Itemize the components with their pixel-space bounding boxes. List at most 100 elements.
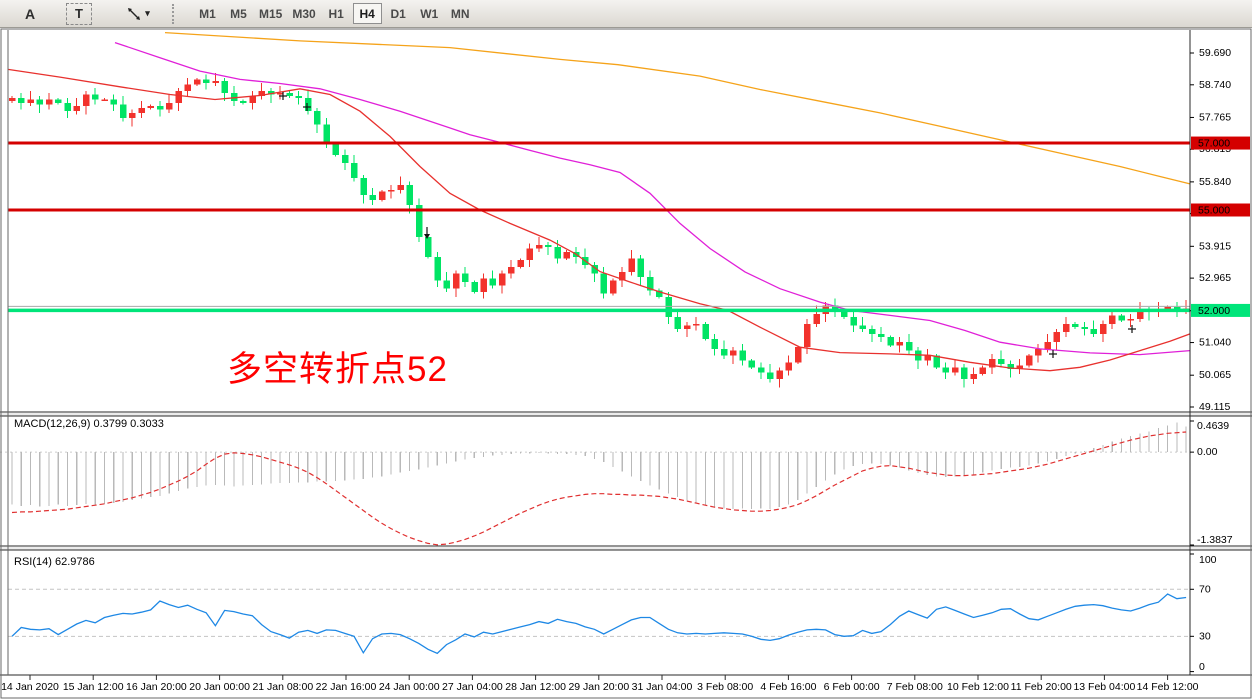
time-axis-label: 29 Jan 20:00: [568, 681, 629, 693]
chart-annotation-text[interactable]: 多空转折点52: [227, 350, 448, 389]
candle: [1090, 328, 1098, 334]
candle: [480, 278, 487, 293]
time-axis-label: 24 Jan 00:00: [379, 681, 440, 693]
annotation-tool-button[interactable]: A: [16, 3, 44, 25]
candle: [1044, 342, 1051, 349]
rsi-line: [11, 593, 1187, 655]
panel-borders: [0, 28, 1252, 699]
cursor-tool-button[interactable]: ▾: [116, 2, 160, 26]
candle: [221, 81, 229, 93]
candle: [193, 79, 201, 85]
candle: [711, 338, 719, 349]
candle: [443, 280, 451, 289]
candle: [138, 107, 145, 113]
macd-axis[interactable]: 0.4639 0.00 -1.3837: [1190, 420, 1233, 546]
chevron-down-icon: ▾: [145, 8, 150, 18]
price-tag-55.000: 55.000: [1191, 203, 1250, 217]
candle: [267, 91, 275, 95]
candle: [1072, 323, 1079, 328]
candle: [489, 278, 497, 286]
rsi-label: RSI(14) 62.9786: [14, 556, 95, 568]
price-axis-label: 57.765: [1199, 111, 1231, 123]
panel-splitter[interactable]: [0, 413, 1252, 416]
timeframe-button-w1[interactable]: W1: [415, 3, 444, 24]
macd-axis-label: 0.4639: [1197, 420, 1229, 432]
candle: [230, 92, 238, 102]
candle: [1118, 315, 1125, 321]
price-axis-label: 58.740: [1199, 79, 1231, 91]
timeframe-button-mn[interactable]: MN: [446, 3, 475, 24]
candle: [794, 347, 802, 363]
candlestick-series: [9, 72, 1190, 388]
macd-label: MACD(12,26,9) 0.3799 0.3033: [14, 418, 164, 430]
candle: [988, 358, 996, 368]
chart-title: ▼ USOil-,H4 52.080 52.090 52.050 52.060: [10, 31, 237, 45]
candle: [1127, 318, 1135, 321]
chart-window[interactable]: ▼ USOil-,H4 52.080 52.090 52.050 52.060 5…: [0, 28, 1252, 699]
candle: [656, 290, 663, 298]
timeframe-button-m15[interactable]: M15: [255, 3, 286, 24]
candle: [526, 248, 534, 261]
candle: [1099, 323, 1107, 334]
timeframe-button-h1[interactable]: H1: [322, 3, 351, 24]
time-axis-label: 21 Jan 08:00: [252, 681, 313, 693]
chart-canvas: 59.690 58.740 57.765 56.815 55.840 54.890 53.9…: [0, 28, 1252, 699]
candle: [27, 99, 34, 103]
timeframe-button-m5[interactable]: M5: [224, 3, 253, 24]
candle: [9, 97, 16, 102]
time-axis[interactable]: 14 Jan 2020 15 Jan 12:00 16 Jan 20:00 20 Ja…: [1, 675, 1199, 693]
candle: [73, 106, 81, 112]
rsi-axis[interactable]: 100 70 30 0: [1190, 553, 1217, 673]
timeframe-button-h4[interactable]: H4: [352, 3, 382, 24]
ma-fast-line: [7, 68, 1191, 372]
panel-splitter[interactable]: [0, 547, 1252, 550]
timeframe-button-d1[interactable]: D1: [384, 3, 413, 24]
candle: [1155, 308, 1162, 313]
candle: [175, 91, 182, 103]
candle: [748, 360, 756, 368]
candle: [397, 184, 404, 190]
candle: [378, 191, 386, 200]
candle: [628, 258, 635, 272]
time-axis-label: 4 Feb 16:00: [760, 681, 816, 693]
candle: [1109, 315, 1116, 324]
candle: [619, 271, 626, 281]
candle: [101, 99, 108, 101]
candle: [831, 305, 839, 313]
candle: [1081, 327, 1088, 329]
price-tag-57.000: 57.000: [1191, 136, 1250, 150]
candle: [767, 372, 774, 380]
candle: [462, 273, 469, 282]
candle: [924, 355, 931, 361]
candle: [388, 189, 395, 192]
candle: [1007, 363, 1014, 370]
candle: [212, 81, 219, 83]
timeframe-button-m1[interactable]: M1: [193, 3, 222, 24]
collapse-icon[interactable]: ▼: [10, 33, 19, 43]
window-frame: [0, 28, 1252, 699]
candle: [45, 99, 53, 105]
price-axis[interactable]: 59.690 58.740 57.765 56.815 55.840 54.890 53.9…: [1190, 47, 1231, 413]
timeframe-button-m30[interactable]: M30: [288, 3, 319, 24]
ma-slow-line: [164, 31, 1191, 185]
time-axis-label: 16 Jan 20:00: [126, 681, 187, 693]
candle: [554, 246, 561, 259]
candle: [517, 260, 524, 267]
price-tag-text: 55.000: [1198, 204, 1230, 216]
timeframe-toolbar: M1 M5 M15 M30 H1 H4 D1 W1 MN: [192, 3, 476, 24]
candle: [822, 305, 830, 314]
time-axis-label: 7 Feb 08:00: [887, 681, 943, 693]
candle: [868, 328, 876, 334]
candle: [850, 317, 857, 326]
candle: [119, 104, 127, 118]
time-axis-label: 14 Feb 12:00: [1137, 681, 1199, 693]
candle: [1025, 355, 1033, 366]
candle: [471, 281, 478, 293]
candle: [841, 312, 848, 318]
text-tool-button[interactable]: T: [66, 2, 92, 25]
candle: [609, 280, 617, 294]
arrow-objects[interactable]: [279, 92, 1136, 358]
macd-axis-label: -1.3837: [1197, 534, 1233, 546]
chart-background: [0, 28, 1252, 699]
candle: [896, 342, 904, 346]
